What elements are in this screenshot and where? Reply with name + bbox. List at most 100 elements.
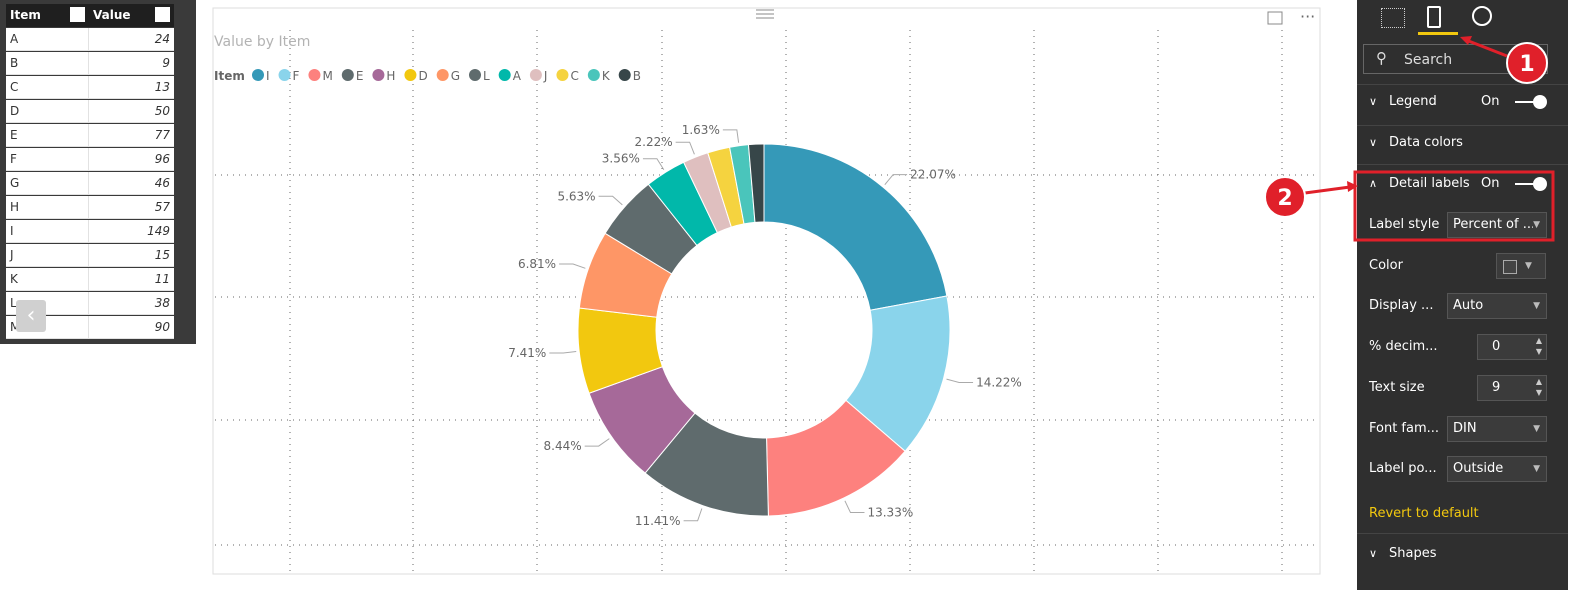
value-cell: 90	[89, 316, 174, 339]
dropdown[interactable]: Auto ▼	[1447, 293, 1547, 320]
option-label: Display ...	[1369, 298, 1434, 314]
scroll-left-button[interactable]: ‹	[16, 300, 46, 332]
value-cell: 77	[89, 124, 174, 147]
number-spinner[interactable]: 9 ▲ ▼	[1477, 374, 1547, 401]
format-tab-icon[interactable]	[1427, 6, 1441, 28]
dropdown-arrow: ▼	[1533, 416, 1540, 441]
legend-marker	[556, 69, 569, 81]
column-header: Item	[6, 4, 89, 27]
legend-marker	[372, 69, 385, 81]
leader-line	[683, 508, 703, 522]
value-cell: 9	[89, 52, 174, 75]
separator	[1357, 125, 1568, 126]
search-box[interactable]: Search ⚲	[1363, 44, 1548, 74]
data-label: 22.07%	[910, 168, 956, 182]
item-cell: G	[6, 172, 89, 195]
option-label: Text size	[1369, 379, 1425, 395]
section-header[interactable]: Legend	[1389, 94, 1437, 109]
spinner-arrows: ▲ ▼	[1535, 376, 1542, 397]
item-cell: J	[6, 244, 89, 267]
legend-marker	[278, 69, 291, 81]
legend-marker	[404, 69, 417, 81]
legend-marker	[436, 69, 449, 81]
active-tab-indicator	[1418, 32, 1458, 35]
section-header[interactable]: Detail labels	[1389, 176, 1470, 191]
item-cell: A	[6, 28, 89, 51]
leader-line	[675, 141, 695, 155]
option-label: % decim...	[1369, 339, 1438, 355]
filter-button[interactable]	[155, 7, 170, 22]
option-label: Label style	[1369, 217, 1440, 232]
legend-label: L	[483, 69, 490, 83]
item-cell: E	[6, 124, 89, 147]
dropdown-arrow: ▼	[1533, 294, 1540, 319]
separator	[1357, 84, 1568, 85]
toggle-track[interactable]	[1515, 101, 1541, 103]
dropdown[interactable]: DIN ▼	[1447, 415, 1547, 442]
legend-label: G	[451, 69, 460, 83]
dropdown[interactable]: Outside ▼	[1447, 456, 1547, 483]
analytics-tab-icon[interactable]	[1472, 6, 1492, 26]
legend-label: C	[570, 69, 578, 83]
section-header[interactable]: Shapes	[1389, 546, 1437, 561]
value-cell: 38	[89, 292, 174, 315]
legend-marker	[308, 69, 321, 81]
value-cell: 15	[89, 244, 174, 267]
leader-line	[642, 158, 665, 170]
leader-line	[844, 500, 865, 514]
donut-slice	[747, 143, 765, 223]
data-label: 8.44%	[544, 439, 582, 453]
item-cell: I	[6, 220, 89, 243]
color-swatch	[1503, 259, 1517, 274]
column-header: Value	[89, 4, 174, 27]
legend-title: Item	[214, 69, 245, 83]
legend-label: K	[602, 69, 611, 83]
item-cell: C	[6, 76, 89, 99]
value-cell: 13	[89, 76, 174, 99]
option-label: Font fam...	[1369, 420, 1440, 436]
data-label: 14.22%	[976, 375, 1022, 389]
value-cell: 149	[89, 220, 174, 243]
dropdown-arrow: ▼	[1525, 260, 1532, 271]
format-pane: Search ⚲ ∨ Legend On ∨ Data colors ∧ Detail la…	[1357, 0, 1568, 590]
legend-label: H	[386, 69, 395, 83]
number-spinner[interactable]: 0 ▲ ▼	[1477, 334, 1547, 361]
section-chevron[interactable]: ∨	[1369, 547, 1378, 560]
section-header[interactable]: Data colors	[1389, 135, 1463, 150]
legend-label: D	[418, 69, 427, 83]
dropdown-arrow: ▼	[1533, 457, 1540, 482]
separator	[1357, 164, 1568, 165]
leader-line	[884, 174, 908, 185]
legend-marker	[618, 69, 631, 81]
legend-label: I	[266, 69, 270, 83]
data-label: 13.33%	[867, 506, 913, 520]
separator	[1357, 533, 1568, 534]
leader-line	[549, 351, 577, 354]
drag-handle[interactable]	[756, 9, 774, 19]
option-label: Color	[1369, 257, 1403, 273]
item-cell: K	[6, 268, 89, 291]
section-chevron[interactable]: ∨	[1369, 136, 1378, 149]
filter-button[interactable]	[70, 7, 85, 22]
legend-marker	[252, 69, 264, 81]
leader-line	[584, 438, 610, 447]
revert-link[interactable]: Revert to default	[1369, 506, 1479, 521]
chart-visual: Value by Item Item ··· I F M E H D G L A J C K B 22.0…	[212, 7, 1321, 575]
dropdown[interactable]: Percent of ... ▼	[1447, 212, 1547, 238]
section-chevron[interactable]: ∧	[1369, 177, 1378, 190]
value-cell: 57	[89, 196, 174, 219]
focus-mode-icon[interactable]	[1267, 11, 1283, 25]
more-options[interactable]: ···	[1300, 7, 1315, 26]
item-cell: F	[6, 148, 89, 171]
color-picker[interactable]: ▼	[1496, 252, 1546, 279]
section-chevron[interactable]: ∨	[1369, 95, 1378, 108]
legend-marker	[469, 69, 481, 81]
leader-line	[559, 263, 586, 269]
toggle-knob[interactable]	[1533, 95, 1547, 109]
legend-label: A	[513, 69, 522, 83]
toggle-knob[interactable]	[1533, 177, 1547, 191]
fields-tab-icon[interactable]	[1381, 8, 1405, 28]
legend-marker	[587, 69, 600, 81]
legend-label: F	[293, 69, 300, 83]
value-cell: 50	[89, 100, 174, 123]
